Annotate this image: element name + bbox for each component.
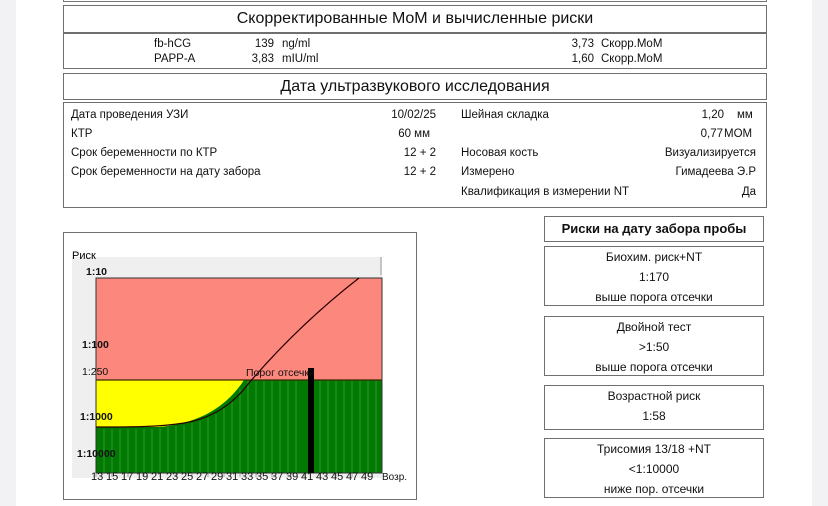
marker-name: fb-hCG xyxy=(154,38,192,50)
x-tick: 47 xyxy=(346,471,358,483)
intermediate-zone xyxy=(96,380,244,427)
risk-value: 1:170 xyxy=(638,270,670,284)
us-value: 60 мм xyxy=(398,128,430,140)
x-tick: 21 xyxy=(151,471,163,483)
marker-mom-label: Скорр.MoM xyxy=(601,53,663,65)
high-risk-zone xyxy=(96,278,382,380)
us-value: 12 + 2 xyxy=(403,166,436,178)
mom-section-header: Скорректированные MoM и вычисленные риск… xyxy=(63,5,767,33)
risks-title: Риски на дату забора пробы xyxy=(561,221,747,236)
x-tick: 13 xyxy=(91,471,103,483)
age-gridlines xyxy=(103,381,377,473)
risk-value: 1:58 xyxy=(642,409,666,423)
patient-age-marker xyxy=(308,368,314,473)
x-tick: 17 xyxy=(121,471,133,483)
marker-unit: ng/ml xyxy=(282,38,311,50)
mom-table: fb-hCG 139 ng/ml 3,73 Скорр.MoM PAPP-A 3… xyxy=(63,33,767,69)
us-label: Носовая кость xyxy=(461,147,539,159)
risk-name: Трисомия 13/18 +NT xyxy=(597,442,711,456)
us-section-header: Дата ультразвукового исследования xyxy=(63,73,767,100)
x-tick: 19 xyxy=(136,471,148,483)
x-tick: 31 xyxy=(226,471,238,483)
us-value: 10/02/25 xyxy=(391,109,436,121)
x-tick: 45 xyxy=(331,471,343,483)
x-tick: 23 xyxy=(166,471,178,483)
risk-name: Двойной тест xyxy=(616,320,692,334)
x-axis-title: Возр. xyxy=(382,472,407,483)
y-tick: 1:100 xyxy=(82,339,109,351)
y-tick: 1:1000 xyxy=(80,411,113,423)
marker-mom: 1,60 xyxy=(571,53,594,65)
nt-mom-value: 0,77 xyxy=(700,128,723,140)
report-page: Скорректированные MoM и вычисленные риск… xyxy=(16,0,812,506)
nt-unit: мм xyxy=(737,109,753,121)
risk-box-double-test: Двойной тест >1:50 выше порога отсечки xyxy=(544,316,764,376)
measured-by-value: Гимадеева Э.Р xyxy=(675,166,756,178)
x-tick: 41 xyxy=(301,471,313,483)
risk-value: >1:50 xyxy=(638,340,670,354)
us-label: Шейная складка xyxy=(461,109,549,121)
us-label: Квалификация в измерении NT xyxy=(461,186,630,198)
marker-name: PAPP-A xyxy=(154,53,196,65)
marker-mom: 3,73 xyxy=(571,38,594,50)
risk-box-biochem: Биохим. риск+NT 1:170 выше порога отсечк… xyxy=(544,246,764,306)
nasal-bone-value: Визуализируется xyxy=(664,147,756,159)
marker-value: 139 xyxy=(254,38,274,50)
us-value: 12 + 2 xyxy=(403,147,436,159)
x-tick: 25 xyxy=(181,471,193,483)
y-tick: 1:10000 xyxy=(77,448,116,460)
risks-header: Риски на дату забора пробы xyxy=(544,216,764,242)
risk-name: Биохим. риск+NT xyxy=(605,250,703,264)
risk-chart-panel: Риск xyxy=(63,232,417,500)
x-tick: 37 xyxy=(271,471,283,483)
x-tick: 49 xyxy=(361,471,373,483)
us-label: Дата проведения УЗИ xyxy=(71,109,189,121)
nt-mom-unit: MOM xyxy=(724,128,753,140)
age-risk-curve xyxy=(95,277,360,428)
nt-value: 1,20 xyxy=(701,109,724,121)
x-tick: 35 xyxy=(256,471,268,483)
x-tick: 39 xyxy=(286,471,298,483)
marker-mom-label: Скорр.MoM xyxy=(601,38,663,50)
us-label: Измерено xyxy=(461,166,515,178)
risk-value: <1:10000 xyxy=(628,462,680,476)
us-section-title: Дата ультразвукового исследования xyxy=(280,78,550,95)
risk-note: выше порога отсечки xyxy=(595,290,713,304)
mom-section-title: Скорректированные MoM и вычисленные риск… xyxy=(236,10,594,27)
risk-name: Возрастной риск xyxy=(607,389,701,403)
y-axis-title: Риск xyxy=(72,250,96,262)
risk-chart: Риск xyxy=(72,250,407,483)
risk-box-age: Возрастной риск 1:58 xyxy=(544,385,764,430)
x-tick: 43 xyxy=(316,471,328,483)
us-details: Дата проведения УЗИ 10/02/25 КТР 60 мм С… xyxy=(63,102,767,208)
us-label: Срок беременности по КТР xyxy=(71,147,218,159)
x-tick: 27 xyxy=(196,471,208,483)
marker-value: 3,83 xyxy=(251,53,274,65)
nt-qualification-value: Да xyxy=(741,186,756,198)
risk-note: ниже пор. отсечки xyxy=(603,482,705,496)
us-label: КТР xyxy=(71,128,93,140)
x-tick: 33 xyxy=(241,471,253,483)
cutoff-label: Порог отсечки xyxy=(246,367,315,379)
marker-unit: mIU/ml xyxy=(282,53,319,65)
y-tick: 1:250 xyxy=(82,366,108,378)
us-label: Срок беременности на дату забора xyxy=(71,166,261,178)
x-tick: 29 xyxy=(211,471,223,483)
top-strip xyxy=(63,0,767,2)
y-tick: 1:10 xyxy=(86,266,107,278)
risk-note: выше порога отсечки xyxy=(595,360,713,374)
x-tick: 15 xyxy=(106,471,118,483)
risk-box-trisomy-13-18: Трисомия 13/18 +NT <1:10000 ниже пор. от… xyxy=(544,438,764,498)
